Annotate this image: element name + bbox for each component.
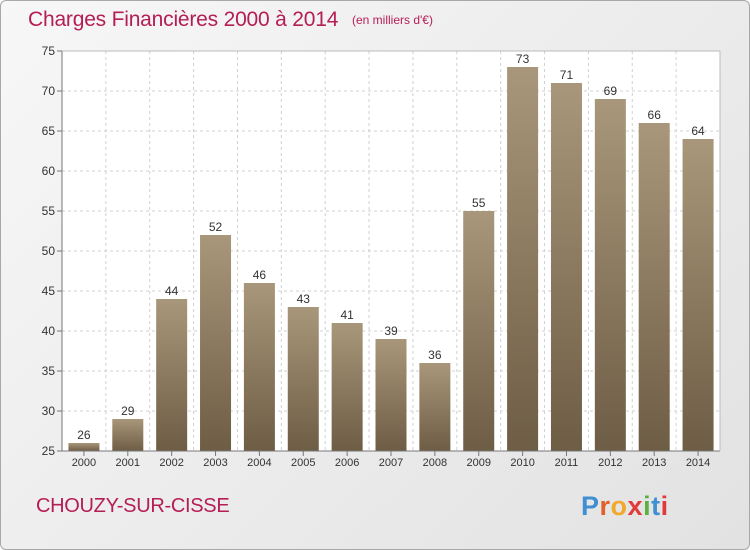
place-name: CHOUZY-SUR-CISSE [36,495,230,517]
bar [507,67,539,451]
data-label: 44 [165,284,179,298]
logo-letter: i [643,491,652,521]
x-tick-label: 2013 [642,457,666,469]
y-tick-label: 60 [42,164,56,178]
y-tick-label: 45 [42,284,56,298]
data-label: 41 [340,308,354,322]
bar [287,307,319,451]
logo-letter: r [599,491,611,521]
y-tick-label: 75 [42,44,56,58]
chart-subtitle: (en milliers d'€) [352,13,433,27]
x-tick-label: 2002 [159,457,183,469]
data-label: 64 [691,124,705,138]
bar [112,419,144,451]
y-tick-label: 35 [42,364,56,378]
logo-letter: o [610,491,628,521]
logo-letter: x [627,491,644,521]
x-tick-label: 2006 [335,457,359,469]
y-tick-label: 65 [42,124,56,138]
y-tick-label: 30 [42,404,56,418]
x-tick-label: 2003 [203,457,227,469]
y-tick-label: 40 [42,324,56,338]
logo-letter: P [581,491,600,521]
data-label: 52 [209,220,223,234]
proxiti-logo: Proxiti [581,491,669,522]
y-tick-label: 50 [42,244,56,258]
data-label: 29 [121,404,135,418]
x-tick-label: 2007 [379,457,403,469]
x-tick-label: 2009 [466,457,490,469]
x-tick-label: 2010 [510,457,534,469]
bar [200,235,232,451]
bar [331,323,363,451]
x-tick-label: 2014 [686,457,710,469]
x-tick-label: 2000 [72,457,96,469]
bar [156,299,188,451]
data-label: 46 [253,268,267,282]
bar [243,283,275,451]
bar [68,443,100,451]
x-tick-label: 2011 [555,457,579,469]
chart-title: Charges Financières 2000 à 2014 [28,8,339,31]
data-label: 55 [472,196,486,210]
bar [463,211,495,451]
data-label: 73 [516,52,530,66]
y-tick-label: 25 [42,444,56,458]
data-label: 71 [560,68,574,82]
data-label: 43 [297,292,311,306]
x-tick-label: 2004 [247,457,271,469]
x-tick-label: 2005 [291,457,315,469]
data-label: 26 [77,428,91,442]
bar [419,363,451,451]
x-tick-label: 2008 [423,457,447,469]
y-tick-label: 55 [42,204,56,218]
logo-letter: t [651,491,661,521]
x-tick-label: 2001 [116,457,140,469]
bar [550,83,582,451]
bar [594,99,626,451]
bar [638,123,670,451]
bar [375,339,407,451]
data-label: 39 [384,324,398,338]
data-label: 69 [604,84,618,98]
y-tick-label: 70 [42,84,56,98]
data-label: 66 [648,108,662,122]
data-label: 36 [428,348,442,362]
x-tick-label: 2012 [598,457,622,469]
bar [682,139,714,451]
logo-letter: i [660,491,669,521]
